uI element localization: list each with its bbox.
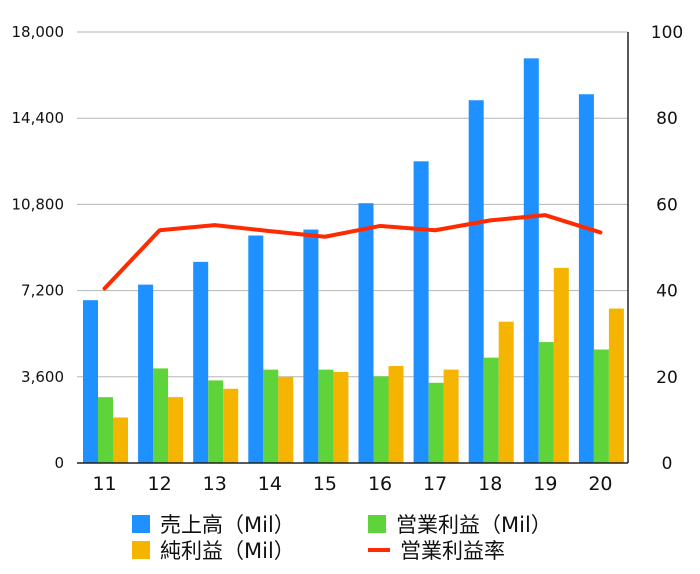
x-tick-label: 20 — [588, 473, 612, 495]
bar-net-profit — [553, 267, 569, 463]
bar-net-profit — [608, 308, 624, 463]
bar-operating-profit — [483, 357, 499, 463]
bar-operating-profit — [98, 397, 113, 463]
x-tick-label: 17 — [423, 473, 447, 495]
bar-sales — [468, 100, 484, 463]
bar-sales — [138, 284, 154, 463]
bar-net-profit — [113, 417, 128, 463]
bar-operating-profit — [593, 349, 609, 463]
y-right-tick-label: 20 — [656, 368, 678, 388]
y-left-tick-label: 3,600 — [21, 368, 64, 386]
y-right-tick-label: 0 — [662, 454, 673, 474]
x-tick-label: 12 — [148, 473, 172, 495]
bar-sales — [413, 161, 429, 464]
y-right-tick-label: 100 — [651, 23, 683, 43]
y-right-tick-label: 80 — [656, 109, 678, 129]
bar-net-profit — [168, 397, 184, 463]
line-operating-margin — [102, 213, 603, 291]
bar-net-profit — [223, 388, 239, 463]
bar-net-profit — [443, 369, 459, 463]
bar-operating-profit — [318, 369, 334, 463]
y-right-tick-label: 60 — [656, 195, 678, 215]
bar-sales — [248, 235, 264, 463]
y-left-tick-label: 0 — [54, 454, 64, 472]
bar-net-profit — [498, 321, 514, 463]
bar-operating-profit — [208, 380, 224, 463]
bar-operating-profit — [428, 382, 444, 463]
bar-sales — [193, 261, 209, 463]
y-right-tick-label: 40 — [656, 282, 678, 302]
bar-sales — [578, 94, 594, 463]
bar-sales — [358, 203, 374, 464]
bar-operating-profit — [153, 368, 169, 463]
y-left-tick-label: 18,000 — [12, 23, 65, 41]
x-tick-label: 16 — [368, 473, 392, 495]
y-left-tick-label: 10,800 — [12, 195, 65, 213]
x-tick-label: 19 — [533, 473, 557, 495]
bar-operating-profit — [263, 369, 279, 463]
bar-operating-profit — [538, 342, 554, 463]
x-tick-label: 15 — [313, 473, 337, 495]
bar-sales — [83, 300, 98, 463]
x-tick-label: 18 — [478, 473, 502, 495]
y-left-tick-label: 14,400 — [12, 109, 65, 127]
bar-sales — [523, 58, 539, 463]
y-left-tick-label: 7,200 — [21, 282, 64, 300]
bar-operating-profit — [373, 376, 389, 463]
bar-sales — [303, 229, 319, 463]
x-tick-label: 11 — [92, 473, 116, 495]
bar-net-profit — [278, 376, 294, 463]
x-tick-label: 13 — [203, 473, 227, 495]
bar-net-profit — [388, 366, 404, 463]
x-tick-label: 14 — [258, 473, 282, 495]
bar-net-profit — [333, 372, 349, 463]
